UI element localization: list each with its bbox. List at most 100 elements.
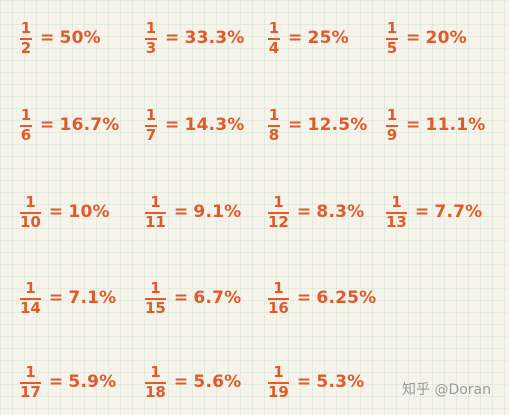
denominator: 6 — [20, 125, 32, 144]
fraction-bar — [268, 37, 280, 40]
equals-sign: = — [173, 201, 189, 222]
percent-value: 11.1% — [425, 114, 486, 135]
equals-sign: = — [48, 287, 64, 308]
fraction-entry: 1 9 = 11.1% — [386, 105, 486, 145]
equals-sign: = — [414, 201, 430, 222]
numerator: 1 — [20, 105, 32, 124]
percent-value: 10% — [68, 201, 110, 222]
fraction-entry: 1 14 = 7.1% — [20, 278, 116, 318]
denominator: 8 — [268, 125, 280, 144]
percent-value: 7.7% — [434, 201, 483, 222]
equals-sign: = — [40, 114, 55, 135]
fraction-bar — [268, 211, 289, 214]
numerator: 1 — [268, 105, 280, 124]
fraction: 1 16 — [268, 278, 289, 317]
denominator: 7 — [145, 125, 157, 144]
fraction-bar — [268, 297, 289, 300]
percent-value: 6.25% — [316, 287, 377, 308]
numerator: 1 — [386, 105, 398, 124]
denominator: 15 — [145, 298, 166, 317]
fraction-entry: 1 19 = 5.3% — [268, 362, 364, 402]
fraction-entry: 1 2 = 50% — [20, 18, 101, 58]
fraction-bar — [145, 211, 166, 214]
watermark: 知乎 @Doran — [402, 382, 492, 398]
denominator: 5 — [386, 38, 398, 57]
equals-sign: = — [296, 371, 312, 392]
fraction: 1 8 — [268, 105, 280, 144]
percent-value: 5.9% — [68, 371, 117, 392]
fraction: 1 3 — [145, 18, 157, 57]
numerator: 1 — [25, 278, 36, 297]
numerator: 1 — [25, 192, 36, 211]
fraction: 1 6 — [20, 105, 32, 144]
percent-value: 20% — [425, 27, 467, 48]
numerator: 1 — [273, 278, 284, 297]
percent-value: 7.1% — [68, 287, 117, 308]
fraction-bar — [145, 381, 166, 384]
fraction-bar — [20, 297, 41, 300]
equals-sign: = — [48, 201, 64, 222]
fraction-bar — [20, 211, 41, 214]
fraction-bar — [20, 124, 32, 127]
fraction: 1 14 — [20, 278, 41, 316]
fraction-entry: 1 17 = 5.9% — [20, 362, 116, 402]
fraction-entry: 1 16 = 6.25% — [268, 278, 376, 318]
percent-value: 16.7% — [59, 114, 120, 135]
denominator: 16 — [268, 298, 289, 317]
percent-value: 6.7% — [193, 287, 242, 308]
numerator: 1 — [273, 192, 284, 211]
equals-sign: = — [173, 287, 189, 308]
fraction: 1 18 — [145, 362, 166, 401]
numerator: 1 — [145, 105, 157, 124]
fraction: 1 19 — [268, 362, 289, 400]
percent-value: 25% — [307, 27, 349, 48]
percent-value: 8.3% — [316, 201, 365, 222]
fraction-bar — [145, 37, 157, 40]
fraction: 1 7 — [145, 105, 157, 144]
percent-value: 50% — [59, 27, 101, 48]
fraction-entry: 1 15 = 6.7% — [145, 278, 241, 318]
numerator: 1 — [273, 362, 284, 381]
fraction: 1 15 — [145, 278, 166, 317]
fraction-bar — [268, 124, 280, 127]
percent-value: 9.1% — [193, 201, 242, 222]
denominator: 10 — [20, 212, 41, 231]
fraction: 1 13 — [386, 194, 407, 231]
equals-sign: = — [40, 27, 55, 48]
equals-sign: = — [406, 114, 421, 135]
numerator: 1 — [150, 278, 161, 297]
fraction: 1 5 — [386, 18, 398, 57]
fraction-entry: 1 5 = 20% — [386, 18, 467, 58]
numerator: 1 — [145, 18, 157, 37]
denominator: 13 — [386, 212, 407, 231]
equals-sign: = — [296, 201, 312, 222]
percent-value: 33.3% — [184, 27, 245, 48]
fraction-bar — [386, 124, 398, 127]
fraction-entry: 1 12 = 8.3% — [268, 192, 364, 232]
denominator: 18 — [145, 382, 166, 401]
numerator: 1 — [386, 18, 398, 37]
denominator: 3 — [145, 38, 157, 57]
denominator: 17 — [20, 382, 41, 401]
fraction: 1 12 — [268, 192, 289, 231]
percent-value: 5.6% — [193, 371, 242, 392]
fraction-entry: 1 18 = 5.6% — [145, 362, 241, 402]
percent-value: 5.3% — [316, 371, 365, 392]
fraction-entry: 1 3 = 33.3% — [145, 18, 245, 58]
denominator: 12 — [268, 212, 289, 231]
equals-sign: = — [406, 27, 421, 48]
fraction-entry: 1 6 = 16.7% — [20, 105, 120, 145]
fraction-bar — [20, 381, 41, 384]
fraction-bar — [145, 297, 166, 300]
equals-sign: = — [165, 114, 180, 135]
equals-sign: = — [296, 287, 312, 308]
fraction-bar — [386, 211, 407, 214]
numerator: 1 — [150, 362, 161, 381]
fraction: 1 17 — [20, 364, 41, 401]
equals-sign: = — [48, 371, 64, 392]
fraction-entry: 1 8 = 12.5% — [268, 105, 368, 145]
denominator: 11 — [145, 212, 166, 231]
denominator: 2 — [20, 38, 32, 57]
fraction-entry: 1 4 = 25% — [268, 18, 349, 58]
denominator: 9 — [386, 125, 398, 144]
